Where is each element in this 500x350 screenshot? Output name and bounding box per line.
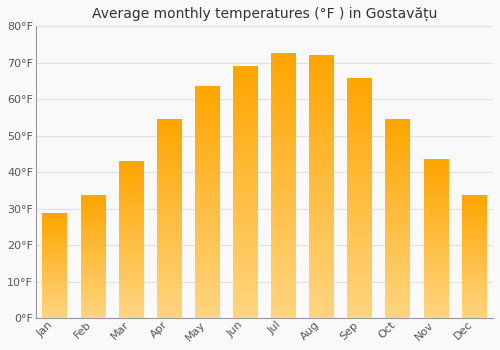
Title: Average monthly temperatures (°F ) in Gostavățu: Average monthly temperatures (°F ) in Go…	[92, 7, 437, 21]
